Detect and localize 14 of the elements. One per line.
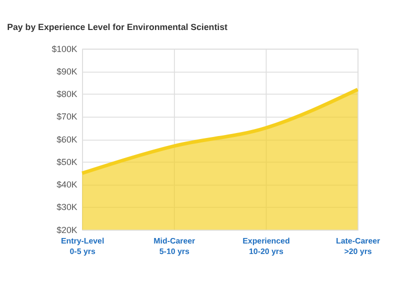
chart-title: Pay by Experience Level for Environmental Scientist [7, 22, 228, 32]
x-tick-label: Experienced 10-20 yrs [242, 236, 290, 256]
y-tick-label: $40K [56, 180, 78, 190]
y-tick-label: $90K [56, 66, 78, 76]
y-tick-label: $50K [56, 156, 78, 167]
y-tick-label: $100K [52, 44, 78, 54]
x-tick-label: Entry-Level 0-5 yrs [60, 236, 104, 256]
x-tick-label: Mid-Career 5-10 yrs [154, 236, 196, 256]
y-tick-label: $20K [56, 224, 78, 235]
y-tick-label: $30K [56, 202, 78, 212]
y-tick-label: $80K [56, 89, 78, 100]
y-tick-label: $60K [56, 134, 78, 144]
x-tick-label: Late-Career >20 yrs [336, 236, 380, 256]
y-tick-label: $70K [56, 112, 78, 122]
